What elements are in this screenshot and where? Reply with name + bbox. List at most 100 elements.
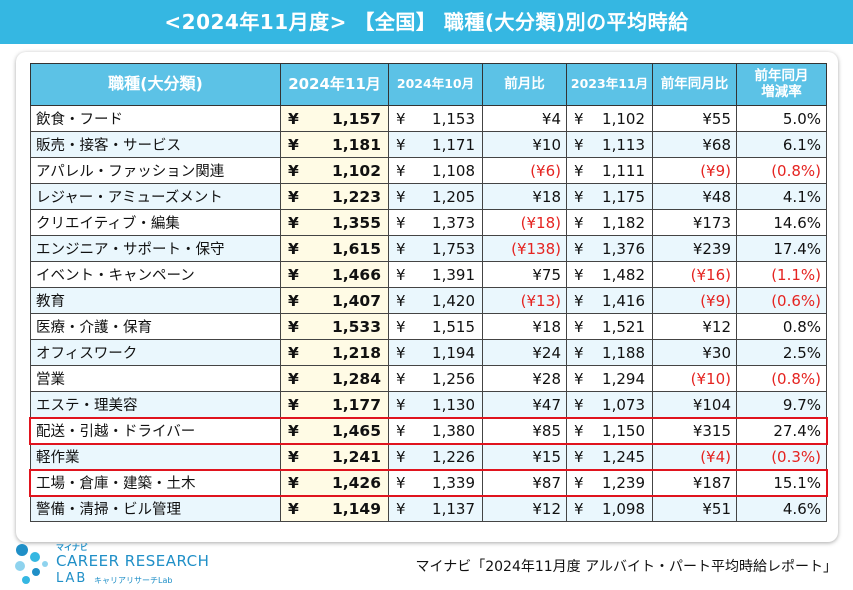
nov-2023-cell: ¥1,521 bbox=[566, 313, 653, 340]
oct-2024-cell-value: 1,194 bbox=[432, 343, 475, 362]
yen-sign: ¥ bbox=[574, 161, 584, 180]
table-row: 教育 ¥1,407 ¥1,420 (¥13) ¥1,416 (¥9) (0.6%) bbox=[30, 287, 827, 314]
nov-2023-cell-value: 1,245 bbox=[602, 447, 645, 466]
table-row: エステ・理美容 ¥1,177 ¥1,130 ¥47 ¥1,073 ¥104 9.7% bbox=[30, 391, 827, 418]
mom-cell: ¥75 bbox=[482, 261, 567, 288]
table-row: 軽作業 ¥1,241 ¥1,226 ¥15 ¥1,245 (¥4) (0.3%) bbox=[30, 443, 827, 470]
nov-2024-cell-value: 1,533 bbox=[331, 317, 381, 336]
nov-2023-cell-value: 1,073 bbox=[602, 395, 645, 414]
yen-sign: ¥ bbox=[396, 369, 406, 388]
nov-2023-cell: ¥1,098 bbox=[566, 495, 653, 522]
nov-2024-cell: ¥1,181 bbox=[280, 131, 389, 158]
oct-2024-cell: ¥1,108 bbox=[388, 157, 483, 184]
nov-2023-cell-value: 1,294 bbox=[602, 369, 645, 388]
table-row: 配送・引越・ドライバー ¥1,465 ¥1,380 ¥85 ¥1,150 ¥315 27.4… bbox=[30, 417, 827, 444]
yen-sign: ¥ bbox=[396, 265, 406, 284]
logo-mark-icon bbox=[15, 544, 48, 584]
yen-sign: ¥ bbox=[288, 473, 299, 492]
category-cell: 販売・接客・サービス bbox=[30, 131, 281, 158]
yen-sign: ¥ bbox=[288, 395, 299, 414]
yen-sign: ¥ bbox=[574, 343, 584, 362]
table-row: 警備・清掃・ビル管理 ¥1,149 ¥1,137 ¥12 ¥1,098 ¥51 4.6% bbox=[30, 495, 827, 522]
yoy-cell: ¥55 bbox=[652, 105, 737, 132]
logo-lab-text: LAB bbox=[56, 571, 88, 586]
mom-cell: ¥24 bbox=[482, 339, 567, 366]
table-row: レジャー・アミューズメント ¥1,223 ¥1,205 ¥18 ¥1,175 ¥48 4.1… bbox=[30, 183, 827, 210]
nov-2024-cell: ¥1,615 bbox=[280, 235, 389, 262]
nov-2024-cell-value: 1,241 bbox=[331, 447, 381, 466]
table-row: エンジニア・サポート・保守 ¥1,615 ¥1,753 (¥138) ¥1,376 ¥23… bbox=[30, 235, 827, 262]
mom-cell: ¥28 bbox=[482, 365, 567, 392]
logo-sub-text: キャリアリサーチLab bbox=[94, 576, 173, 585]
oct-2024-cell-value: 1,391 bbox=[432, 265, 475, 284]
nov-2024-cell: ¥1,102 bbox=[280, 157, 389, 184]
yen-sign: ¥ bbox=[288, 421, 299, 440]
nov-2023-cell: ¥1,239 bbox=[566, 469, 653, 496]
yoy-rate-cell: 9.7% bbox=[736, 391, 827, 418]
oct-2024-cell-value: 1,380 bbox=[432, 421, 475, 440]
wage-table: 職種(大分類) 2024年11月 2024年10月 前月比 2023年11月 前… bbox=[30, 63, 827, 522]
nov-2024-cell: ¥1,466 bbox=[280, 261, 389, 288]
nov-2023-cell: ¥1,482 bbox=[566, 261, 653, 288]
yen-sign: ¥ bbox=[288, 291, 299, 310]
category-cell: 警備・清掃・ビル管理 bbox=[30, 495, 281, 522]
yoy-cell: ¥187 bbox=[652, 469, 737, 496]
nov-2024-cell-value: 1,426 bbox=[331, 473, 381, 492]
nov-2023-cell: ¥1,245 bbox=[566, 443, 653, 470]
category-cell: イベント・キャンペーン bbox=[30, 261, 281, 288]
header-mom: 前月比 bbox=[482, 63, 567, 106]
yoy-rate-cell: 4.6% bbox=[736, 495, 827, 522]
mom-cell: ¥15 bbox=[482, 443, 567, 470]
oct-2024-cell: ¥1,339 bbox=[388, 469, 483, 496]
source-note: マイナビ「2024年11月度 アルバイト・パート平均時給レポート」 bbox=[415, 559, 837, 575]
yoy-cell: ¥48 bbox=[652, 183, 737, 210]
table-row: 工場・倉庫・建築・土木 ¥1,426 ¥1,339 ¥87 ¥1,239 ¥187 15.1… bbox=[30, 469, 827, 496]
nov-2024-cell-value: 1,465 bbox=[331, 421, 381, 440]
oct-2024-cell-value: 1,753 bbox=[432, 239, 475, 258]
yoy-rate-cell: (0.6%) bbox=[736, 287, 827, 314]
nov-2023-cell: ¥1,294 bbox=[566, 365, 653, 392]
logo-main-text: CAREER RESEARCH bbox=[56, 552, 210, 570]
nov-2024-cell-value: 1,615 bbox=[331, 239, 381, 258]
nov-2024-cell: ¥1,355 bbox=[280, 209, 389, 236]
yen-sign: ¥ bbox=[574, 291, 584, 310]
oct-2024-cell-value: 1,108 bbox=[432, 161, 475, 180]
yen-sign: ¥ bbox=[574, 265, 584, 284]
nov-2023-cell-value: 1,150 bbox=[602, 421, 645, 440]
yen-sign: ¥ bbox=[396, 473, 406, 492]
table-row: アパレル・ファッション関連 ¥1,102 ¥1,108 (¥6) ¥1,111 (¥9)(… bbox=[30, 157, 827, 184]
oct-2024-cell-value: 1,420 bbox=[432, 291, 475, 310]
header-oct-2024: 2024年10月 bbox=[388, 63, 483, 106]
nov-2023-cell-value: 1,175 bbox=[602, 187, 645, 206]
nov-2024-cell-value: 1,177 bbox=[331, 395, 381, 414]
table-row: 営業 ¥1,284 ¥1,256 ¥28 ¥1,294 (¥10) (0.8%) bbox=[30, 365, 827, 392]
yen-sign: ¥ bbox=[396, 109, 406, 128]
mom-cell: (¥138) bbox=[482, 235, 567, 262]
category-cell: 軽作業 bbox=[30, 443, 281, 470]
table-body: 飲食・フード ¥1,157 ¥1,153 ¥4 ¥1,102 ¥55 5.0% 販売・接客・サ… bbox=[30, 105, 827, 522]
mom-cell: (¥18) bbox=[482, 209, 567, 236]
category-cell: 医療・介護・保育 bbox=[30, 313, 281, 340]
oct-2024-cell-value: 1,256 bbox=[432, 369, 475, 388]
yen-sign: ¥ bbox=[288, 109, 299, 128]
yen-sign: ¥ bbox=[288, 265, 299, 284]
oct-2024-cell-value: 1,137 bbox=[432, 499, 475, 518]
nov-2024-cell-value: 1,218 bbox=[331, 343, 381, 362]
yen-sign: ¥ bbox=[288, 317, 299, 336]
oct-2024-cell-value: 1,339 bbox=[432, 473, 475, 492]
yoy-cell: ¥51 bbox=[652, 495, 737, 522]
oct-2024-cell: ¥1,753 bbox=[388, 235, 483, 262]
table-row: オフィスワーク ¥1,218 ¥1,194 ¥24 ¥1,188 ¥30 2.5% bbox=[30, 339, 827, 366]
yen-sign: ¥ bbox=[574, 421, 584, 440]
nov-2023-cell-value: 1,521 bbox=[602, 317, 645, 336]
category-cell: 工場・倉庫・建築・土木 bbox=[30, 469, 281, 496]
nov-2023-cell-value: 1,416 bbox=[602, 291, 645, 310]
nov-2024-cell-value: 1,102 bbox=[331, 161, 381, 180]
yen-sign: ¥ bbox=[288, 447, 299, 466]
category-cell: エステ・理美容 bbox=[30, 391, 281, 418]
mom-cell: ¥47 bbox=[482, 391, 567, 418]
yen-sign: ¥ bbox=[396, 161, 406, 180]
career-research-lab-logo: マイナビ CAREER RESEARCH LAB キャリアリサーチLab bbox=[8, 540, 209, 588]
oct-2024-cell: ¥1,420 bbox=[388, 287, 483, 314]
oct-2024-cell-value: 1,205 bbox=[432, 187, 475, 206]
